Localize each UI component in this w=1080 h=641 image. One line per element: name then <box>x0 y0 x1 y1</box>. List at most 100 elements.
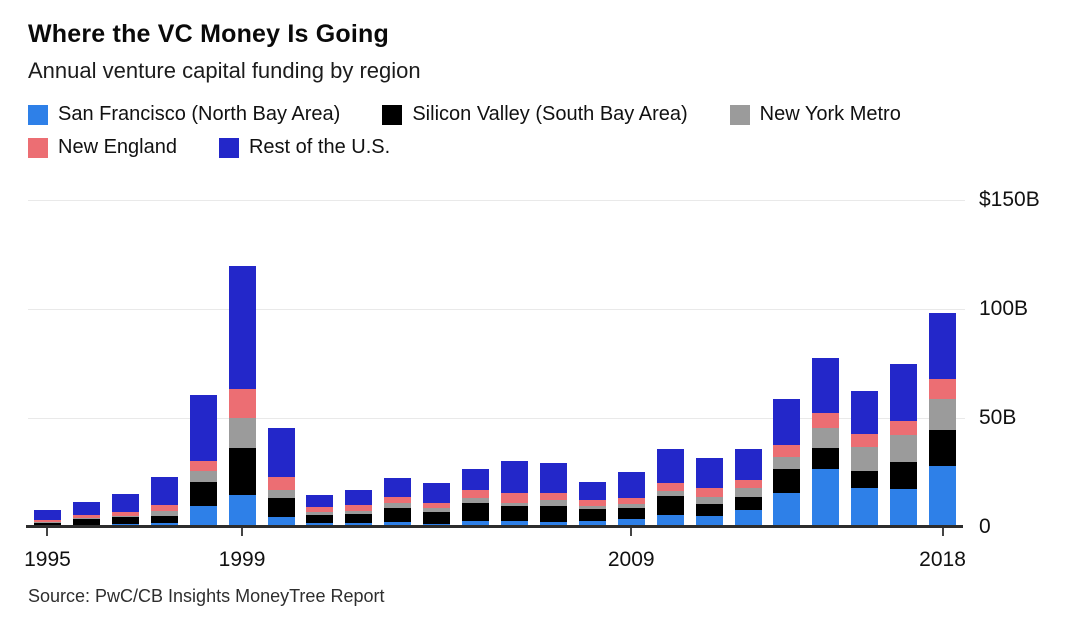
bar-segment <box>890 434 918 463</box>
bar-segment <box>228 417 256 449</box>
bar-segment <box>462 502 489 521</box>
bar-segment <box>72 519 100 525</box>
bar-segment <box>189 506 217 527</box>
bar-segment <box>695 488 723 498</box>
bar-segment <box>890 421 918 435</box>
bar-segment <box>539 521 567 527</box>
bar-segment <box>578 520 606 527</box>
bar-segment <box>72 501 100 516</box>
bar-segment <box>773 457 801 470</box>
bar-segment <box>812 413 840 429</box>
legend-item: Silicon Valley (South Bay Area) <box>382 103 688 126</box>
bar-segment <box>773 445 801 458</box>
bar-segment <box>228 266 256 390</box>
legend-swatch <box>729 104 750 125</box>
bar-segment <box>34 522 61 524</box>
bar-segment <box>851 487 879 527</box>
chart-subtitle: Annual venture capital funding by region <box>28 58 421 83</box>
bar-segment <box>384 503 412 509</box>
bar-segment <box>228 448 256 495</box>
bar-segment <box>578 508 606 521</box>
legend-swatch <box>382 104 403 125</box>
bar-2016 <box>851 391 879 527</box>
bar-segment <box>462 497 489 503</box>
bar-segment <box>150 516 178 523</box>
bar-segment <box>306 495 334 507</box>
bar-segment <box>656 496 684 516</box>
bar-segment <box>423 512 451 524</box>
bar-segment <box>617 504 645 508</box>
bar-segment <box>72 518 100 520</box>
bar-segment <box>734 449 762 481</box>
bar-segment <box>462 469 489 491</box>
x-axis-line <box>26 525 963 528</box>
bar-segment <box>617 498 645 505</box>
bar-segment <box>734 480 762 489</box>
bar-segment <box>189 471 217 483</box>
legend-label: Silicon Valley (South Bay Area) <box>412 103 688 125</box>
bar-segment <box>345 504 373 511</box>
x-axis-tick <box>630 528 633 536</box>
bar-2006 <box>462 469 489 527</box>
bar-segment <box>228 389 256 418</box>
bar-segment <box>734 509 762 527</box>
bar-segment <box>734 488 762 498</box>
bar-segment <box>890 462 918 490</box>
bar-segment <box>929 378 956 400</box>
bar-segment <box>929 429 956 466</box>
bar-segment <box>267 476 295 490</box>
x-axis-label: 1995 <box>24 548 71 571</box>
bar-segment <box>929 313 956 379</box>
bar-1999 <box>189 395 217 527</box>
bar-segment <box>384 521 412 527</box>
legend-label: New England <box>58 136 177 158</box>
bar-segment <box>306 512 334 516</box>
bar-segment <box>345 510 373 514</box>
bar-segment <box>539 500 567 506</box>
bar-segment <box>189 395 217 461</box>
bar-segment <box>539 463 567 494</box>
bar-segment <box>111 512 139 516</box>
bar-2000 <box>228 266 256 527</box>
bar-segment <box>812 428 840 449</box>
bar-segment <box>890 364 918 422</box>
bar-segment <box>345 513 373 524</box>
legend-row-2: New England Rest of the U.S. <box>28 136 390 159</box>
bar-segment <box>423 508 451 513</box>
bar-segment <box>773 469 801 494</box>
bar-segment <box>773 493 801 528</box>
chart-title: Where the VC Money Is Going <box>28 20 389 48</box>
bar-2017 <box>890 364 918 527</box>
bar-2007 <box>501 460 528 527</box>
bar-segment <box>656 449 684 483</box>
bar-segment <box>267 428 295 477</box>
bar-2012 <box>695 457 723 527</box>
legend-swatch <box>218 137 239 158</box>
bar-2015 <box>812 358 840 527</box>
bar-1998 <box>150 476 178 527</box>
bar-segment <box>306 515 334 524</box>
legend-label: San Francisco (North Bay Area) <box>58 103 341 125</box>
bar-2013 <box>734 449 762 527</box>
bar-1997 <box>111 494 139 527</box>
bar-segment <box>695 497 723 505</box>
bar-segment <box>617 471 645 499</box>
bar-segment <box>189 460 217 472</box>
bar-segment <box>267 497 295 517</box>
bar-1996 <box>72 501 100 527</box>
bar-segment <box>189 482 217 507</box>
bar-segment <box>851 433 879 447</box>
bar-segment <box>384 496 412 504</box>
bar-segment <box>695 504 723 517</box>
bar-segment <box>656 490 684 497</box>
y-axis-label: 50B <box>979 406 1017 429</box>
bar-2002 <box>306 495 334 528</box>
bar-2004 <box>384 477 412 527</box>
bar-segment <box>851 470 879 488</box>
bar-2003 <box>345 489 373 527</box>
bar-segment <box>423 503 451 509</box>
legend-item: Rest of the U.S. <box>218 136 390 159</box>
bar-segment <box>578 481 606 500</box>
x-axis-label: 2018 <box>919 548 966 571</box>
bar-2010 <box>617 471 645 527</box>
